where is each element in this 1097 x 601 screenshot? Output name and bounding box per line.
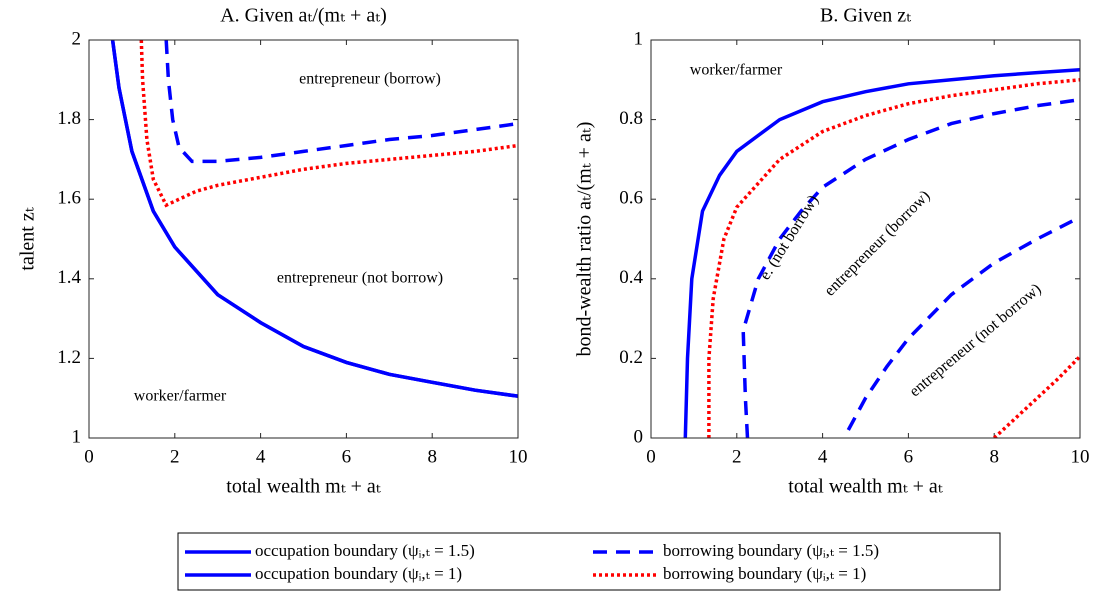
legend-label: occupation boundary (ψᵢ,ₜ = 1.5) — [255, 541, 475, 560]
series-line — [110, 40, 518, 398]
annotation: entrepreneur (not borrow) — [906, 280, 1044, 400]
annotation: e. (not borrow) — [757, 192, 823, 283]
series-line — [707, 78, 1080, 438]
y-tick-label: 0.6 — [619, 188, 643, 209]
x-tick-label: 6 — [342, 446, 352, 467]
chart-title: A. Given aₜ/(mₜ + aₜ) — [220, 5, 387, 27]
x-tick-label: 4 — [256, 446, 266, 467]
legend-label: borrowing boundary (ψᵢ,ₜ = 1.5) — [663, 541, 879, 560]
annotation: worker/farmer — [690, 62, 783, 79]
x-axis-label: total wealth mₜ + aₜ — [788, 476, 943, 498]
x-tick-label: 10 — [1071, 446, 1090, 467]
annotation: entrepreneur (borrow) — [821, 187, 933, 299]
y-tick-label: 2 — [72, 28, 82, 49]
x-tick-label: 0 — [84, 446, 94, 467]
annotation: entrepreneur (borrow) — [299, 71, 441, 88]
series-line — [164, 40, 518, 164]
x-tick-label: 8 — [989, 446, 999, 467]
series-line — [110, 40, 518, 398]
x-tick-label: 0 — [646, 446, 656, 467]
y-tick-label: 0.4 — [619, 267, 643, 288]
axes-frame — [650, 39, 1081, 439]
x-tick-label: 2 — [732, 446, 742, 467]
y-tick-label: 1.4 — [57, 267, 81, 288]
chart-title: B. Given zₜ — [820, 5, 911, 27]
y-axis-label: bond-wealth ratio aₜ/(mₜ + aₜ) — [574, 122, 596, 357]
y-axis-label: talent zₜ — [17, 207, 39, 270]
x-tick-label: 6 — [904, 446, 914, 467]
y-tick-label: 1.2 — [57, 347, 81, 368]
x-tick-label: 4 — [818, 446, 828, 467]
legend-label: borrowing boundary (ψᵢ,ₜ = 1) — [663, 564, 866, 583]
y-tick-label: 1.8 — [57, 108, 81, 129]
series-line — [683, 68, 1080, 438]
annotation: worker/farmer — [134, 388, 227, 405]
annotation: entrepreneur (not borrow) — [277, 270, 443, 287]
y-tick-label: 1.6 — [57, 188, 81, 209]
legend-label: occupation boundary (ψᵢ,ₜ = 1) — [255, 564, 462, 583]
x-tick-label: 8 — [427, 446, 437, 467]
series-line — [741, 97, 1080, 438]
axes-frame — [88, 39, 519, 439]
x-tick-label: 10 — [509, 446, 528, 467]
x-tick-label: 2 — [170, 446, 180, 467]
series-line — [139, 40, 518, 208]
y-tick-label: 0.8 — [619, 108, 643, 129]
x-axis-label: total wealth mₜ + aₜ — [226, 476, 381, 498]
y-tick-label: 1 — [634, 28, 644, 49]
y-tick-label: 0.2 — [619, 347, 643, 368]
legend-box — [177, 532, 1001, 591]
y-tick-label: 1 — [72, 426, 82, 447]
y-tick-label: 0 — [634, 426, 644, 447]
